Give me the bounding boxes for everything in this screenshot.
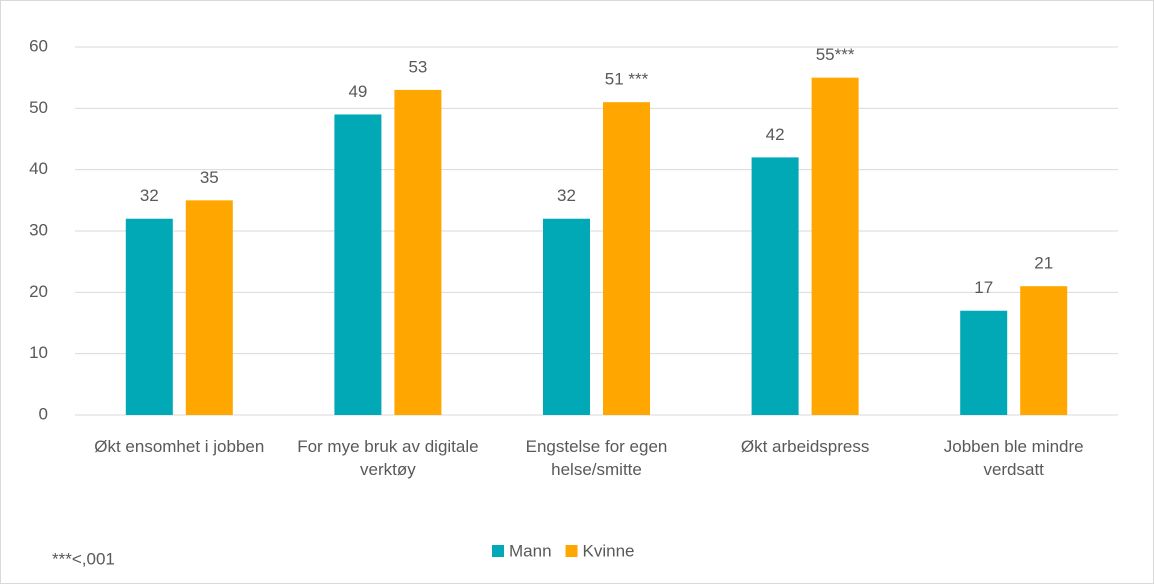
data-label: 35 bbox=[200, 168, 219, 187]
y-tick-label: 10 bbox=[29, 343, 48, 362]
bar bbox=[603, 102, 650, 415]
y-tick-label: 0 bbox=[39, 404, 48, 423]
data-label: 55*** bbox=[816, 45, 855, 64]
legend-swatch bbox=[492, 545, 504, 557]
y-tick-label: 40 bbox=[29, 159, 48, 178]
y-tick-label: 20 bbox=[29, 282, 48, 301]
footnote: ***<,001 bbox=[52, 549, 115, 568]
data-label: 42 bbox=[766, 125, 785, 144]
bar bbox=[394, 89, 442, 415]
y-tick-label: 30 bbox=[29, 220, 48, 239]
data-label: 53 bbox=[408, 57, 427, 76]
bar bbox=[1020, 286, 1068, 415]
y-tick-label: 50 bbox=[29, 98, 48, 117]
bar bbox=[185, 200, 233, 415]
x-tick-label: Jobben ble mindre verdsatt bbox=[943, 437, 1084, 479]
legend-swatch bbox=[565, 545, 578, 557]
data-label: 49 bbox=[348, 82, 367, 101]
data-label: 51 *** bbox=[605, 70, 649, 89]
bar bbox=[751, 157, 799, 415]
legend-label: Mann bbox=[509, 541, 552, 560]
x-tick-label: Økt arbeidspress bbox=[740, 437, 870, 456]
bar bbox=[811, 77, 859, 416]
data-label: 32 bbox=[557, 186, 576, 205]
bar bbox=[334, 114, 382, 415]
bar bbox=[960, 310, 1008, 415]
x-tick-label: Engstelse for egen helse/smitte bbox=[525, 437, 668, 479]
data-label: 17 bbox=[974, 278, 993, 297]
x-tick-label: For mye bruk av digitale verktøy bbox=[297, 437, 479, 479]
x-tick-label: Økt ensomhet i jobben bbox=[94, 437, 265, 456]
legend-label: Kvinne bbox=[583, 541, 635, 560]
data-label: 21 bbox=[1034, 254, 1053, 273]
data-label: 32 bbox=[140, 186, 159, 205]
bar bbox=[125, 218, 173, 415]
bar bbox=[543, 218, 590, 415]
y-tick-label: 60 bbox=[29, 36, 48, 55]
